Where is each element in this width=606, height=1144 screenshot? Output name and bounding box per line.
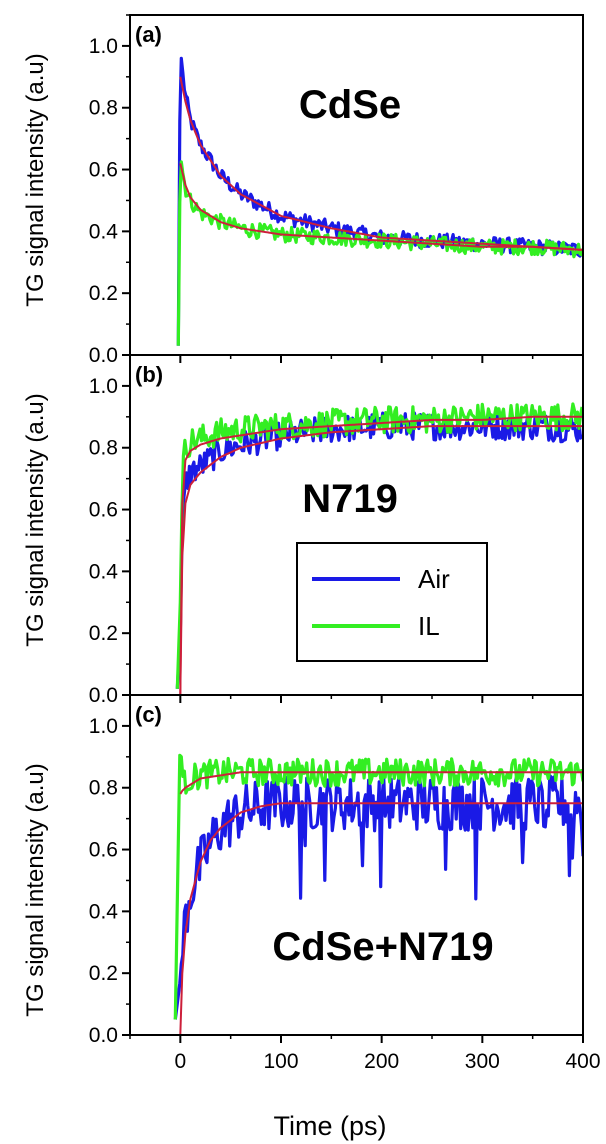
panel-title: CdSe	[299, 83, 401, 127]
series-air-line	[173, 774, 583, 1020]
y-tick-label: 0.6	[89, 499, 118, 522]
y-tick-label: 0.4	[89, 560, 119, 583]
y-tick-label: 0.2	[89, 622, 118, 645]
y-tick-label: 0.0	[89, 344, 118, 367]
legend: Air IL	[296, 542, 488, 662]
x-tick-label: 400	[565, 1050, 600, 1073]
y-tick-label: 0.8	[89, 777, 118, 800]
y-axis-label: TG signal intensity (a.u)	[22, 53, 49, 306]
fit-line	[179, 802, 583, 1035]
plot-area	[173, 753, 583, 1035]
y-tick-label: 0.6	[89, 159, 118, 182]
y-tick-label: 1.0	[89, 375, 118, 398]
x-tick-label: 0	[174, 1050, 186, 1073]
fit-line	[179, 425, 583, 695]
panel-tag: (a)	[135, 22, 162, 47]
legend-label-air: Air	[418, 564, 450, 594]
y-tick-label: 1.0	[89, 35, 118, 58]
y-tick-label: 0.4	[89, 900, 119, 923]
legend-box	[296, 542, 488, 662]
panel-1: 0.0 0.2 0.4 0.6 0.8 1.0 (a) CdSe	[89, 14, 584, 367]
y-tick-label: 0.6	[89, 839, 118, 862]
y-tick-label: 0.4	[89, 220, 119, 243]
panel-title: N719	[302, 477, 398, 521]
panel-tag: (c)	[135, 702, 162, 727]
legend-label-il: IL	[418, 611, 440, 641]
panel-title: CdSe+N719	[272, 925, 493, 969]
x-tick-label: 200	[364, 1050, 399, 1073]
y-tick-label: 0.8	[89, 97, 118, 120]
y-tick-label: 0.2	[89, 282, 118, 305]
series-il-line	[176, 160, 583, 346]
y-axis-label: TG signal intensity (a.u)	[22, 763, 49, 1016]
plot-frame	[129, 694, 584, 1036]
panel-2: 0.0 0.2 0.4 0.6 0.8 1.0 (b) N719	[89, 354, 584, 707]
x-tick-label: 100	[263, 1050, 298, 1073]
fit-line	[179, 163, 583, 251]
fit-line	[179, 415, 583, 695]
y-tick-label: 0.0	[89, 1024, 118, 1047]
plot-area	[175, 402, 583, 695]
y-axis-label: TG signal intensity (a.u)	[22, 393, 49, 646]
plot-frame	[129, 14, 584, 356]
y-tick-label: 0.2	[89, 962, 118, 985]
series-il-line	[173, 753, 583, 1020]
panel-tag: (b)	[135, 362, 163, 387]
plot-area	[176, 56, 583, 346]
y-tick-label: 1.0	[89, 715, 118, 738]
x-tick-label: 300	[465, 1050, 500, 1073]
y-tick-label: 0.8	[89, 437, 118, 460]
fit-line	[179, 771, 583, 795]
panel-3: 0.0 0.2 0.4 0.6 0.8 1.0 0 100 200 300 400 (c) CdSe+N…	[89, 694, 601, 1073]
y-tick-label: 0.0	[89, 684, 118, 707]
x-axis-label: Time (ps)	[274, 1111, 387, 1141]
